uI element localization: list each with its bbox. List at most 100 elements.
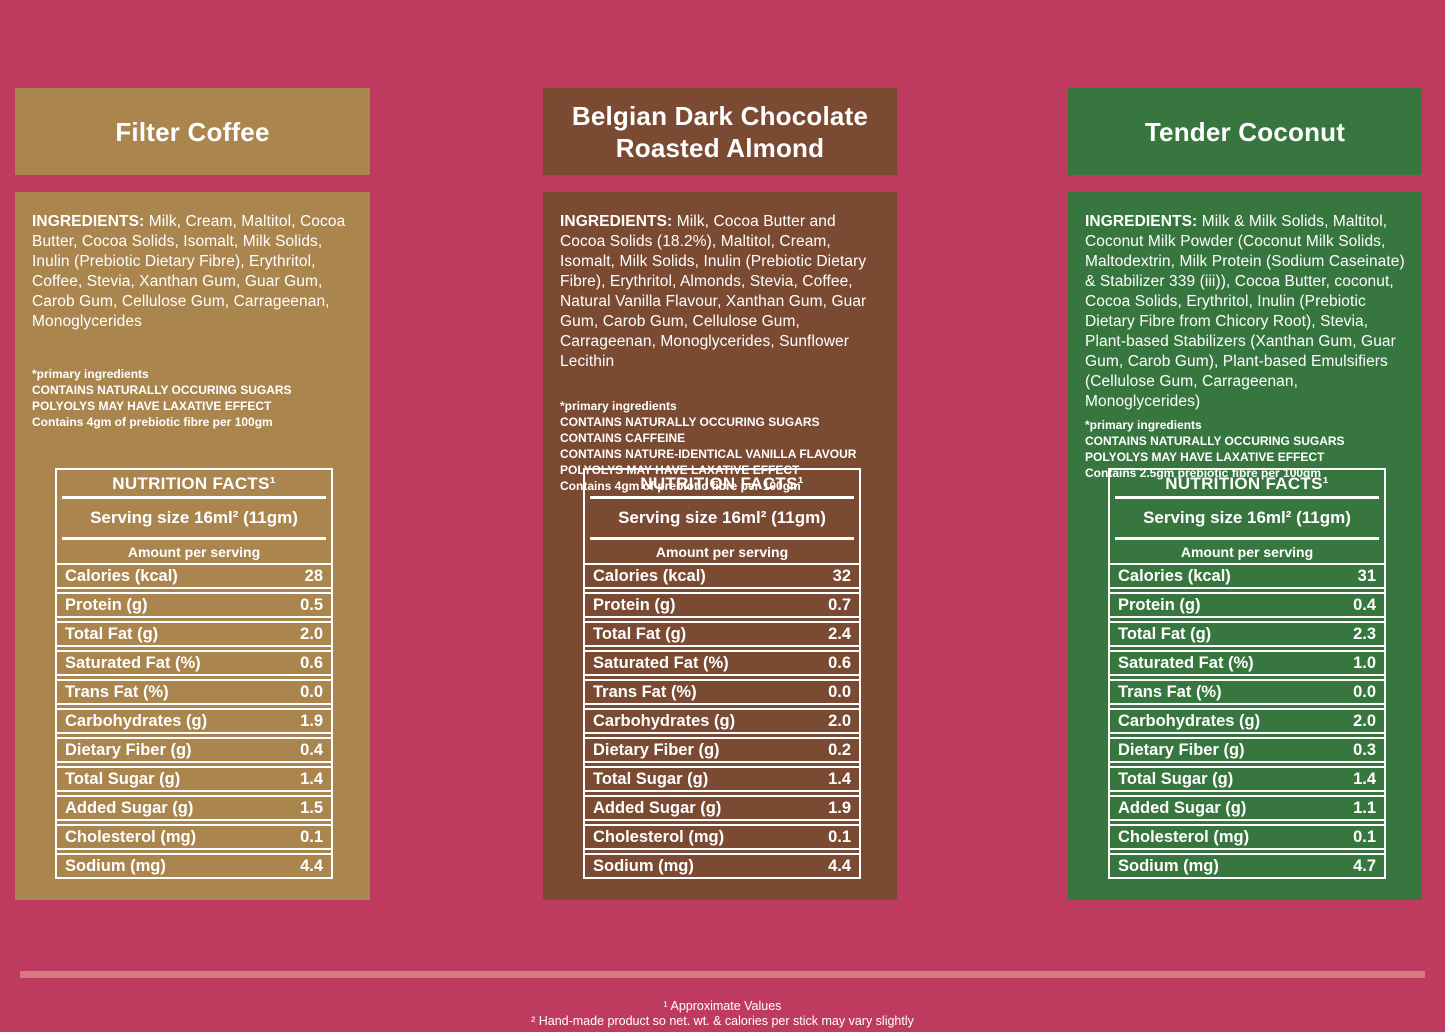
row-value: 1.9 bbox=[300, 712, 323, 730]
serving-size: Serving size 16ml² (11gm) bbox=[618, 508, 826, 527]
table-row: Total Sugar (g) 1.4 bbox=[1110, 766, 1384, 792]
row-label: Total Fat (g) bbox=[593, 625, 687, 643]
row-label: Trans Fat (%) bbox=[593, 683, 697, 701]
row-value: 0.1 bbox=[1353, 828, 1376, 846]
nutrition-rows: Calories (kcal) 32 Protein (g) 0.7 Total F… bbox=[585, 563, 859, 877]
row-value: 0.1 bbox=[828, 828, 851, 846]
row-label: Added Sugar (g) bbox=[593, 799, 722, 817]
table-row: Calories (kcal) 31 bbox=[1110, 565, 1384, 589]
row-label: Trans Fat (%) bbox=[1118, 683, 1222, 701]
note-line: CONTAINS CAFFEINE bbox=[560, 431, 686, 445]
table-row: Total Sugar (g) 1.4 bbox=[585, 766, 859, 792]
ingredients-label: INGREDIENTS: bbox=[32, 213, 145, 230]
note-line: *primary ingredients bbox=[32, 367, 149, 381]
nutrition-facts-title: NUTRITION FACTS¹ bbox=[1165, 474, 1329, 493]
table-row: Trans Fat (%) 0.0 bbox=[57, 679, 331, 705]
notes-block: *primary ingredients CONTAINS NATURALLY … bbox=[1085, 417, 1405, 481]
amount-per-serving-header: Amount per serving bbox=[655, 544, 789, 560]
row-label: Cholesterol (mg) bbox=[593, 828, 725, 846]
nutrition-facts-title: NUTRITION FACTS¹ bbox=[640, 474, 804, 493]
row-value: 4.4 bbox=[300, 857, 323, 875]
row-label: Calories (kcal) bbox=[1118, 567, 1231, 585]
row-value: 1.4 bbox=[1353, 770, 1376, 788]
table-row: Dietary Fiber (g) 0.2 bbox=[585, 737, 859, 763]
table-row: Protein (g) 0.7 bbox=[585, 592, 859, 618]
row-value: 2.0 bbox=[828, 712, 851, 730]
product-title-belgian-dark-chocolate: Belgian Dark Chocolate Roasted Almond bbox=[543, 88, 897, 175]
note-line: POLYOLYS MAY HAVE LAXATIVE EFFECT bbox=[560, 463, 800, 477]
product-panel-filter-coffee: Filter Coffee INGREDIENTS: Milk, Cream, … bbox=[15, 0, 370, 1032]
nutrition-facts-title: NUTRITION FACTS¹ bbox=[112, 474, 276, 493]
row-label: Cholesterol (mg) bbox=[65, 828, 197, 846]
row-value: 0.1 bbox=[300, 828, 323, 846]
row-value: 31 bbox=[1357, 567, 1376, 585]
row-label: Total Sugar (g) bbox=[1118, 770, 1234, 788]
table-row: Saturated Fat (%) 0.6 bbox=[585, 650, 859, 676]
notes-block: *primary ingredients CONTAINS NATURALLY … bbox=[560, 398, 880, 494]
ingredients-paragraph: INGREDIENTS: Milk, Cocoa Butter and Coco… bbox=[560, 212, 880, 372]
row-label: Dietary Fiber (g) bbox=[65, 741, 192, 759]
note-line: POLYOLYS MAY HAVE LAXATIVE EFFECT bbox=[32, 399, 272, 413]
separator-line bbox=[590, 496, 854, 499]
footnote-handmade-product: ² Hand-made product so net. wt. & calori… bbox=[531, 1014, 914, 1028]
row-label: Protein (g) bbox=[593, 596, 676, 614]
product-body-filter-coffee: INGREDIENTS: Milk, Cream, Maltitol, Coco… bbox=[15, 192, 370, 900]
table-row: Saturated Fat (%) 1.0 bbox=[1110, 650, 1384, 676]
row-value: 1.4 bbox=[828, 770, 851, 788]
note-line: CONTAINS NATURALLY OCCURING SUGARS bbox=[32, 383, 292, 397]
note-line: Contains 4gm of prebiotic fibre per 100g… bbox=[32, 415, 273, 429]
table-row: Total Sugar (g) 1.4 bbox=[57, 766, 331, 792]
serving-size: Serving size 16ml² (11gm) bbox=[90, 508, 298, 527]
table-row: Carbohydrates (g) 2.0 bbox=[585, 708, 859, 734]
row-label: Saturated Fat (%) bbox=[65, 654, 201, 672]
table-row: Added Sugar (g) 1.1 bbox=[1110, 795, 1384, 821]
footer-divider-line bbox=[20, 971, 1425, 978]
footnote-approximate-values: ¹ Approximate Values bbox=[663, 999, 782, 1013]
product-panel-belgian-dark-chocolate: Belgian Dark Chocolate Roasted Almond IN… bbox=[543, 0, 897, 1032]
row-label: Carbohydrates (g) bbox=[593, 712, 736, 730]
ingredients-text: Milk, Cream, Maltitol, Cocoa Butter, Coc… bbox=[32, 213, 346, 330]
row-label: Carbohydrates (g) bbox=[65, 712, 208, 730]
amount-per-serving-header: Amount per serving bbox=[1180, 544, 1314, 560]
table-row: Total Fat (g) 2.3 bbox=[1110, 621, 1384, 647]
separator-line bbox=[590, 537, 854, 540]
table-row: Cholesterol (mg) 0.1 bbox=[585, 824, 859, 850]
table-row: Calories (kcal) 32 bbox=[585, 565, 859, 589]
table-row: Saturated Fat (%) 0.6 bbox=[57, 650, 331, 676]
row-value: 0.0 bbox=[300, 683, 323, 701]
note-line: CONTAINS NATURALLY OCCURING SUGARS bbox=[1085, 434, 1345, 448]
row-value: 1.9 bbox=[828, 799, 851, 817]
note-line: *primary ingredients bbox=[1085, 418, 1202, 432]
row-value: 1.0 bbox=[1353, 654, 1376, 672]
table-row: Trans Fat (%) 0.0 bbox=[585, 679, 859, 705]
table-row: Dietary Fiber (g) 0.3 bbox=[1110, 737, 1384, 763]
product-body-tender-coconut: INGREDIENTS: Milk & Milk Solids, Maltito… bbox=[1068, 192, 1422, 900]
row-value: 0.4 bbox=[300, 741, 323, 759]
row-label: Total Sugar (g) bbox=[65, 770, 181, 788]
nutrition-facts-table: NUTRITION FACTS¹ Serving size 16ml² (11g… bbox=[1108, 468, 1386, 879]
table-row: Total Fat (g) 2.4 bbox=[585, 621, 859, 647]
table-row: Added Sugar (g) 1.5 bbox=[57, 795, 331, 821]
nutrition-facts-table: NUTRITION FACTS¹ Serving size 16ml² (11g… bbox=[55, 468, 333, 879]
row-value: 0.0 bbox=[828, 683, 851, 701]
amount-per-serving-header: Amount per serving bbox=[127, 544, 261, 560]
row-label: Protein (g) bbox=[65, 596, 148, 614]
row-value: 0.0 bbox=[1353, 683, 1376, 701]
table-row: Added Sugar (g) 1.9 bbox=[585, 795, 859, 821]
table-row: Carbohydrates (g) 1.9 bbox=[57, 708, 331, 734]
row-value: 0.6 bbox=[300, 654, 323, 672]
note-line: CONTAINS NATURALLY OCCURING SUGARS bbox=[560, 415, 820, 429]
separator-line bbox=[62, 496, 326, 499]
row-value: 0.5 bbox=[300, 596, 323, 614]
table-row: Protein (g) 0.5 bbox=[57, 592, 331, 618]
product-title-text: Belgian Dark Chocolate Roasted Almond bbox=[571, 100, 869, 163]
table-row: Calories (kcal) 28 bbox=[57, 565, 331, 589]
table-row: Sodium (mg) 4.7 bbox=[1110, 853, 1384, 877]
nutrition-facts-table: NUTRITION FACTS¹ Serving size 16ml² (11g… bbox=[583, 468, 861, 879]
row-label: Total Fat (g) bbox=[65, 625, 159, 643]
product-title-filter-coffee: Filter Coffee bbox=[15, 88, 370, 175]
row-value: 0.3 bbox=[1353, 741, 1376, 759]
ingredients-text: Milk & Milk Solids, Maltitol, Coconut Mi… bbox=[1085, 213, 1405, 410]
row-label: Protein (g) bbox=[1118, 596, 1201, 614]
table-row: Carbohydrates (g) 2.0 bbox=[1110, 708, 1384, 734]
